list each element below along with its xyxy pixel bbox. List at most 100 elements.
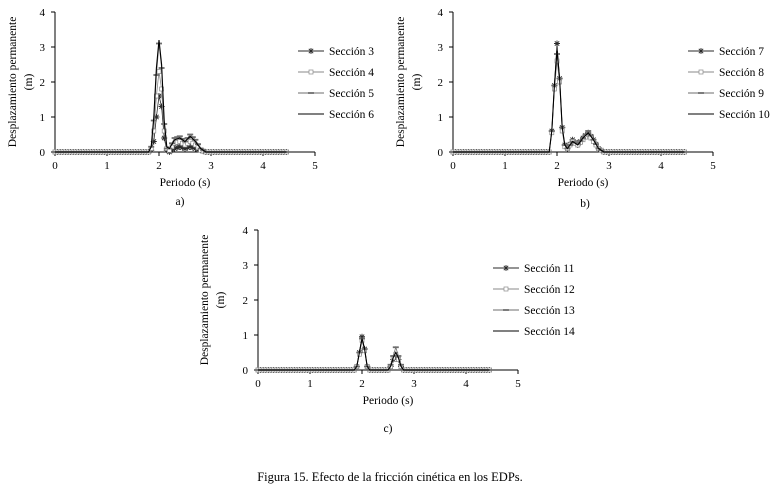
panel-label: b) — [580, 198, 590, 210]
data-point — [171, 145, 178, 152]
legend-marker — [698, 69, 704, 75]
x-tick-label: 2 — [156, 160, 162, 172]
x-tick-label: 3 — [208, 160, 214, 172]
series-secci-n-4 — [52, 69, 289, 155]
legend-entry: Sección 4 — [298, 67, 374, 79]
legend-label: Sección 4 — [329, 67, 374, 79]
x-tick-label: 5 — [312, 160, 318, 172]
y-tick-label: 0 — [40, 147, 46, 159]
data-point — [182, 145, 188, 152]
x-tick-label: 5 — [710, 160, 716, 172]
series-line — [55, 71, 287, 153]
series-line — [258, 338, 490, 371]
series-secci-n-10 — [453, 50, 685, 153]
series-secci-n-14 — [258, 338, 490, 371]
legend-label: Sección 9 — [719, 88, 764, 100]
y-tick-label: 4 — [438, 7, 444, 19]
data-point — [174, 144, 181, 151]
data-point — [359, 333, 365, 340]
y-tick-label: 1 — [243, 330, 249, 342]
y-axis-label: Desplazamiento permanente — [199, 235, 211, 366]
chart-panel-c: 0 1 2 3 4 0 1 2 3 4 5 Periodo (s) Desplazamiento per… — [199, 225, 575, 435]
legend-label: Sección 10 — [719, 109, 770, 121]
data-point — [161, 128, 167, 134]
y-axis-unit: (m) — [215, 292, 227, 309]
panel-label: c) — [384, 423, 393, 435]
x-tick-label: 4 — [463, 378, 469, 390]
series-secci-n-13 — [255, 337, 493, 371]
legend-entry: Sección 3 — [298, 46, 374, 58]
legend-marker — [308, 48, 314, 54]
legend-entry: Sección 10 — [688, 109, 770, 121]
legend-entry: Sección 13 — [493, 305, 575, 317]
legend-entry: Sección 5 — [298, 88, 374, 100]
series-line — [55, 43, 287, 153]
chart-panel-b: 0 1 2 3 4 0 1 2 3 4 5 Periodo (s) Desplazamiento per… — [395, 7, 770, 210]
legend-label: Sección 12 — [524, 284, 575, 296]
x-tick-label: 3 — [411, 378, 417, 390]
y-tick-label: 1 — [438, 112, 444, 124]
series-line — [258, 338, 490, 371]
legend-marker — [698, 48, 704, 54]
legend-marker — [308, 69, 314, 75]
x-tick-label: 4 — [260, 160, 266, 172]
series-line — [55, 39, 287, 153]
x-tick-label: 5 — [515, 378, 521, 390]
legend-label: Sección 13 — [524, 305, 575, 317]
x-tick-label: 2 — [554, 160, 560, 172]
legend-entry: Sección 6 — [298, 109, 374, 121]
y-tick-label: 2 — [438, 77, 444, 89]
y-tick-label: 3 — [40, 42, 46, 54]
x-tick-label: 1 — [307, 378, 313, 390]
x-axis-label: Periodo (s) — [363, 395, 414, 407]
data-point — [158, 103, 165, 110]
legend-entry: Sección 14 — [493, 326, 575, 338]
series-secci-n-7 — [450, 40, 688, 155]
legend-label: Sección 7 — [719, 46, 764, 58]
data-point — [179, 144, 186, 151]
series-line — [453, 50, 685, 153]
x-tick-label: 1 — [104, 160, 110, 172]
series-line — [453, 60, 685, 153]
data-point — [156, 93, 162, 99]
y-tick-label: 3 — [438, 42, 444, 54]
data-point — [151, 128, 157, 134]
x-tick-label: 0 — [255, 378, 261, 390]
data-point — [169, 147, 175, 154]
y-axis-label: Desplazamiento permanente — [395, 17, 407, 148]
series-line — [258, 336, 490, 371]
x-axis-label: Periodo (s) — [558, 177, 609, 189]
data-point — [189, 144, 196, 151]
data-point — [161, 135, 168, 141]
legend-label: Sección 5 — [329, 88, 374, 100]
y-tick-label: 4 — [40, 7, 46, 19]
series-secci-n-8 — [450, 58, 687, 155]
y-tick-label: 4 — [243, 225, 249, 237]
data-point — [184, 144, 191, 151]
y-tick-label: 1 — [40, 112, 46, 124]
series-secci-n-5 — [52, 42, 290, 153]
legend-entry: Sección 7 — [688, 46, 764, 58]
series-line — [453, 53, 685, 153]
y-axis-label: Desplazamiento permanente — [7, 17, 19, 148]
y-tick-label: 0 — [243, 365, 249, 377]
data-point — [159, 86, 164, 92]
data-point — [150, 138, 157, 145]
y-axis-unit: (m) — [411, 74, 423, 91]
x-tick-label: 1 — [502, 160, 508, 172]
x-tick-label: 0 — [52, 160, 58, 172]
legend-entry: Sección 8 — [688, 67, 764, 79]
x-axis-label: Periodo (s) — [160, 177, 211, 189]
series-line — [258, 340, 490, 371]
figure-caption: Figura 15. Efecto de la fricción cinétic… — [257, 470, 523, 484]
series-secci-n-6 — [55, 39, 287, 153]
legend-label: Sección 11 — [524, 263, 575, 275]
data-point — [554, 58, 560, 64]
legend-marker — [503, 265, 509, 271]
series-secci-n-9 — [450, 53, 688, 153]
legend-label: Sección 6 — [329, 109, 374, 121]
x-tick-label: 0 — [450, 160, 456, 172]
y-tick-label: 0 — [438, 147, 444, 159]
y-axis-unit: (m) — [23, 74, 35, 91]
